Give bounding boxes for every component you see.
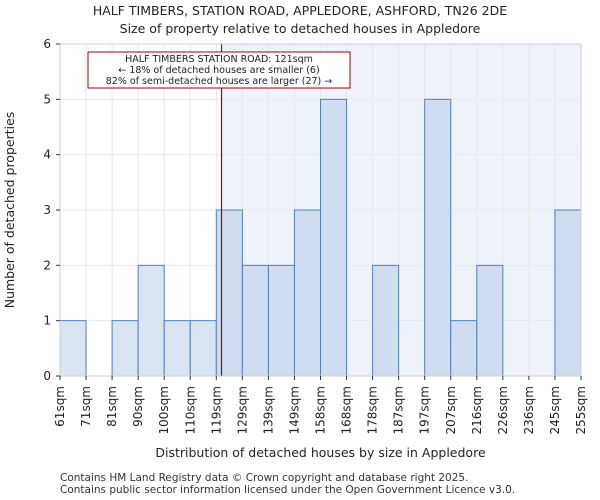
- y-tick-label: 0: [43, 369, 51, 383]
- x-tick-label: 100sqm: [157, 386, 171, 434]
- chart-title: HALF TIMBERS, STATION ROAD, APPLEDORE, A…: [92, 3, 508, 18]
- y-tick-label: 6: [43, 37, 51, 51]
- x-tick-label: 129sqm: [235, 386, 249, 434]
- y-axis-label: Number of detached properties: [2, 112, 17, 309]
- footer-copyright: Contains HM Land Registry data © Crown c…: [60, 472, 469, 484]
- footer-licence: Contains public sector information licen…: [60, 484, 516, 496]
- y-tick-label: 4: [43, 148, 51, 162]
- x-tick-label: 245sqm: [548, 386, 562, 434]
- annotation-border: [87, 51, 351, 89]
- annotation-box: HALF TIMBERS STATION ROAD: 121sqm ← 18% …: [87, 51, 351, 89]
- x-tick-label: 168sqm: [340, 386, 354, 434]
- x-axis-ticks: 61sqm 71sqm 81sqm 90sqm 100sqm 110sqm 119sqm 12…: [53, 376, 588, 434]
- x-tick-label: 61sqm: [53, 386, 67, 427]
- x-tick-label: 187sqm: [392, 386, 406, 434]
- x-tick-label: 110sqm: [183, 386, 197, 434]
- bars: [59, 98, 582, 377]
- bar-158sqm: [320, 98, 348, 377]
- x-tick-label: 236sqm: [522, 386, 536, 434]
- x-tick-label: 90sqm: [131, 386, 145, 427]
- bar-245sqm: [554, 209, 582, 377]
- annotation-line-1: HALF TIMBERS STATION ROAD: 121sqm: [125, 54, 313, 65]
- y-tick-label: 1: [43, 314, 51, 328]
- chart-subtitle: Size of property relative to detached ho…: [119, 21, 481, 36]
- x-tick-label: 226sqm: [496, 386, 510, 434]
- bar-207sqm: [450, 320, 478, 377]
- y-tick-label: 2: [43, 258, 51, 272]
- x-tick-label: 81sqm: [105, 386, 119, 427]
- x-tick-label: 158sqm: [314, 386, 328, 434]
- bar-178sqm: [372, 264, 400, 377]
- x-tick-label: 71sqm: [79, 386, 93, 427]
- annotation-line-3: 82% of semi-detached houses are larger (…: [106, 76, 333, 87]
- annotation-line-2: ← 18% of detached houses are smaller (6): [118, 65, 319, 76]
- x-tick-label: 139sqm: [261, 386, 275, 434]
- x-tick-label: 178sqm: [366, 386, 380, 434]
- x-tick-label: 197sqm: [418, 386, 432, 434]
- y-tick-label: 5: [43, 92, 51, 106]
- x-tick-label: 149sqm: [287, 386, 301, 434]
- bar-139sqm: [267, 264, 295, 377]
- x-tick-label: 255sqm: [574, 386, 588, 434]
- bar-90sqm: [137, 264, 165, 377]
- y-axis-ticks: 0 1 2 3 4 5 6: [43, 37, 60, 383]
- x-tick-label: 216sqm: [470, 386, 484, 434]
- bar-149sqm: [293, 209, 322, 377]
- bar-100sqm: [163, 320, 191, 377]
- bar-119sqm: [215, 209, 243, 377]
- x-axis-label: Distribution of detached houses by size …: [155, 445, 486, 460]
- x-tick-label: 207sqm: [444, 386, 458, 434]
- bar-197sqm: [424, 98, 452, 377]
- bar-110sqm: [189, 320, 217, 377]
- x-tick-label: 119sqm: [209, 386, 223, 434]
- bar-129sqm: [241, 264, 269, 377]
- bar-216sqm: [476, 264, 504, 377]
- bar-61sqm: [59, 320, 87, 377]
- bar-81sqm: [111, 320, 139, 377]
- y-tick-label: 3: [43, 203, 51, 217]
